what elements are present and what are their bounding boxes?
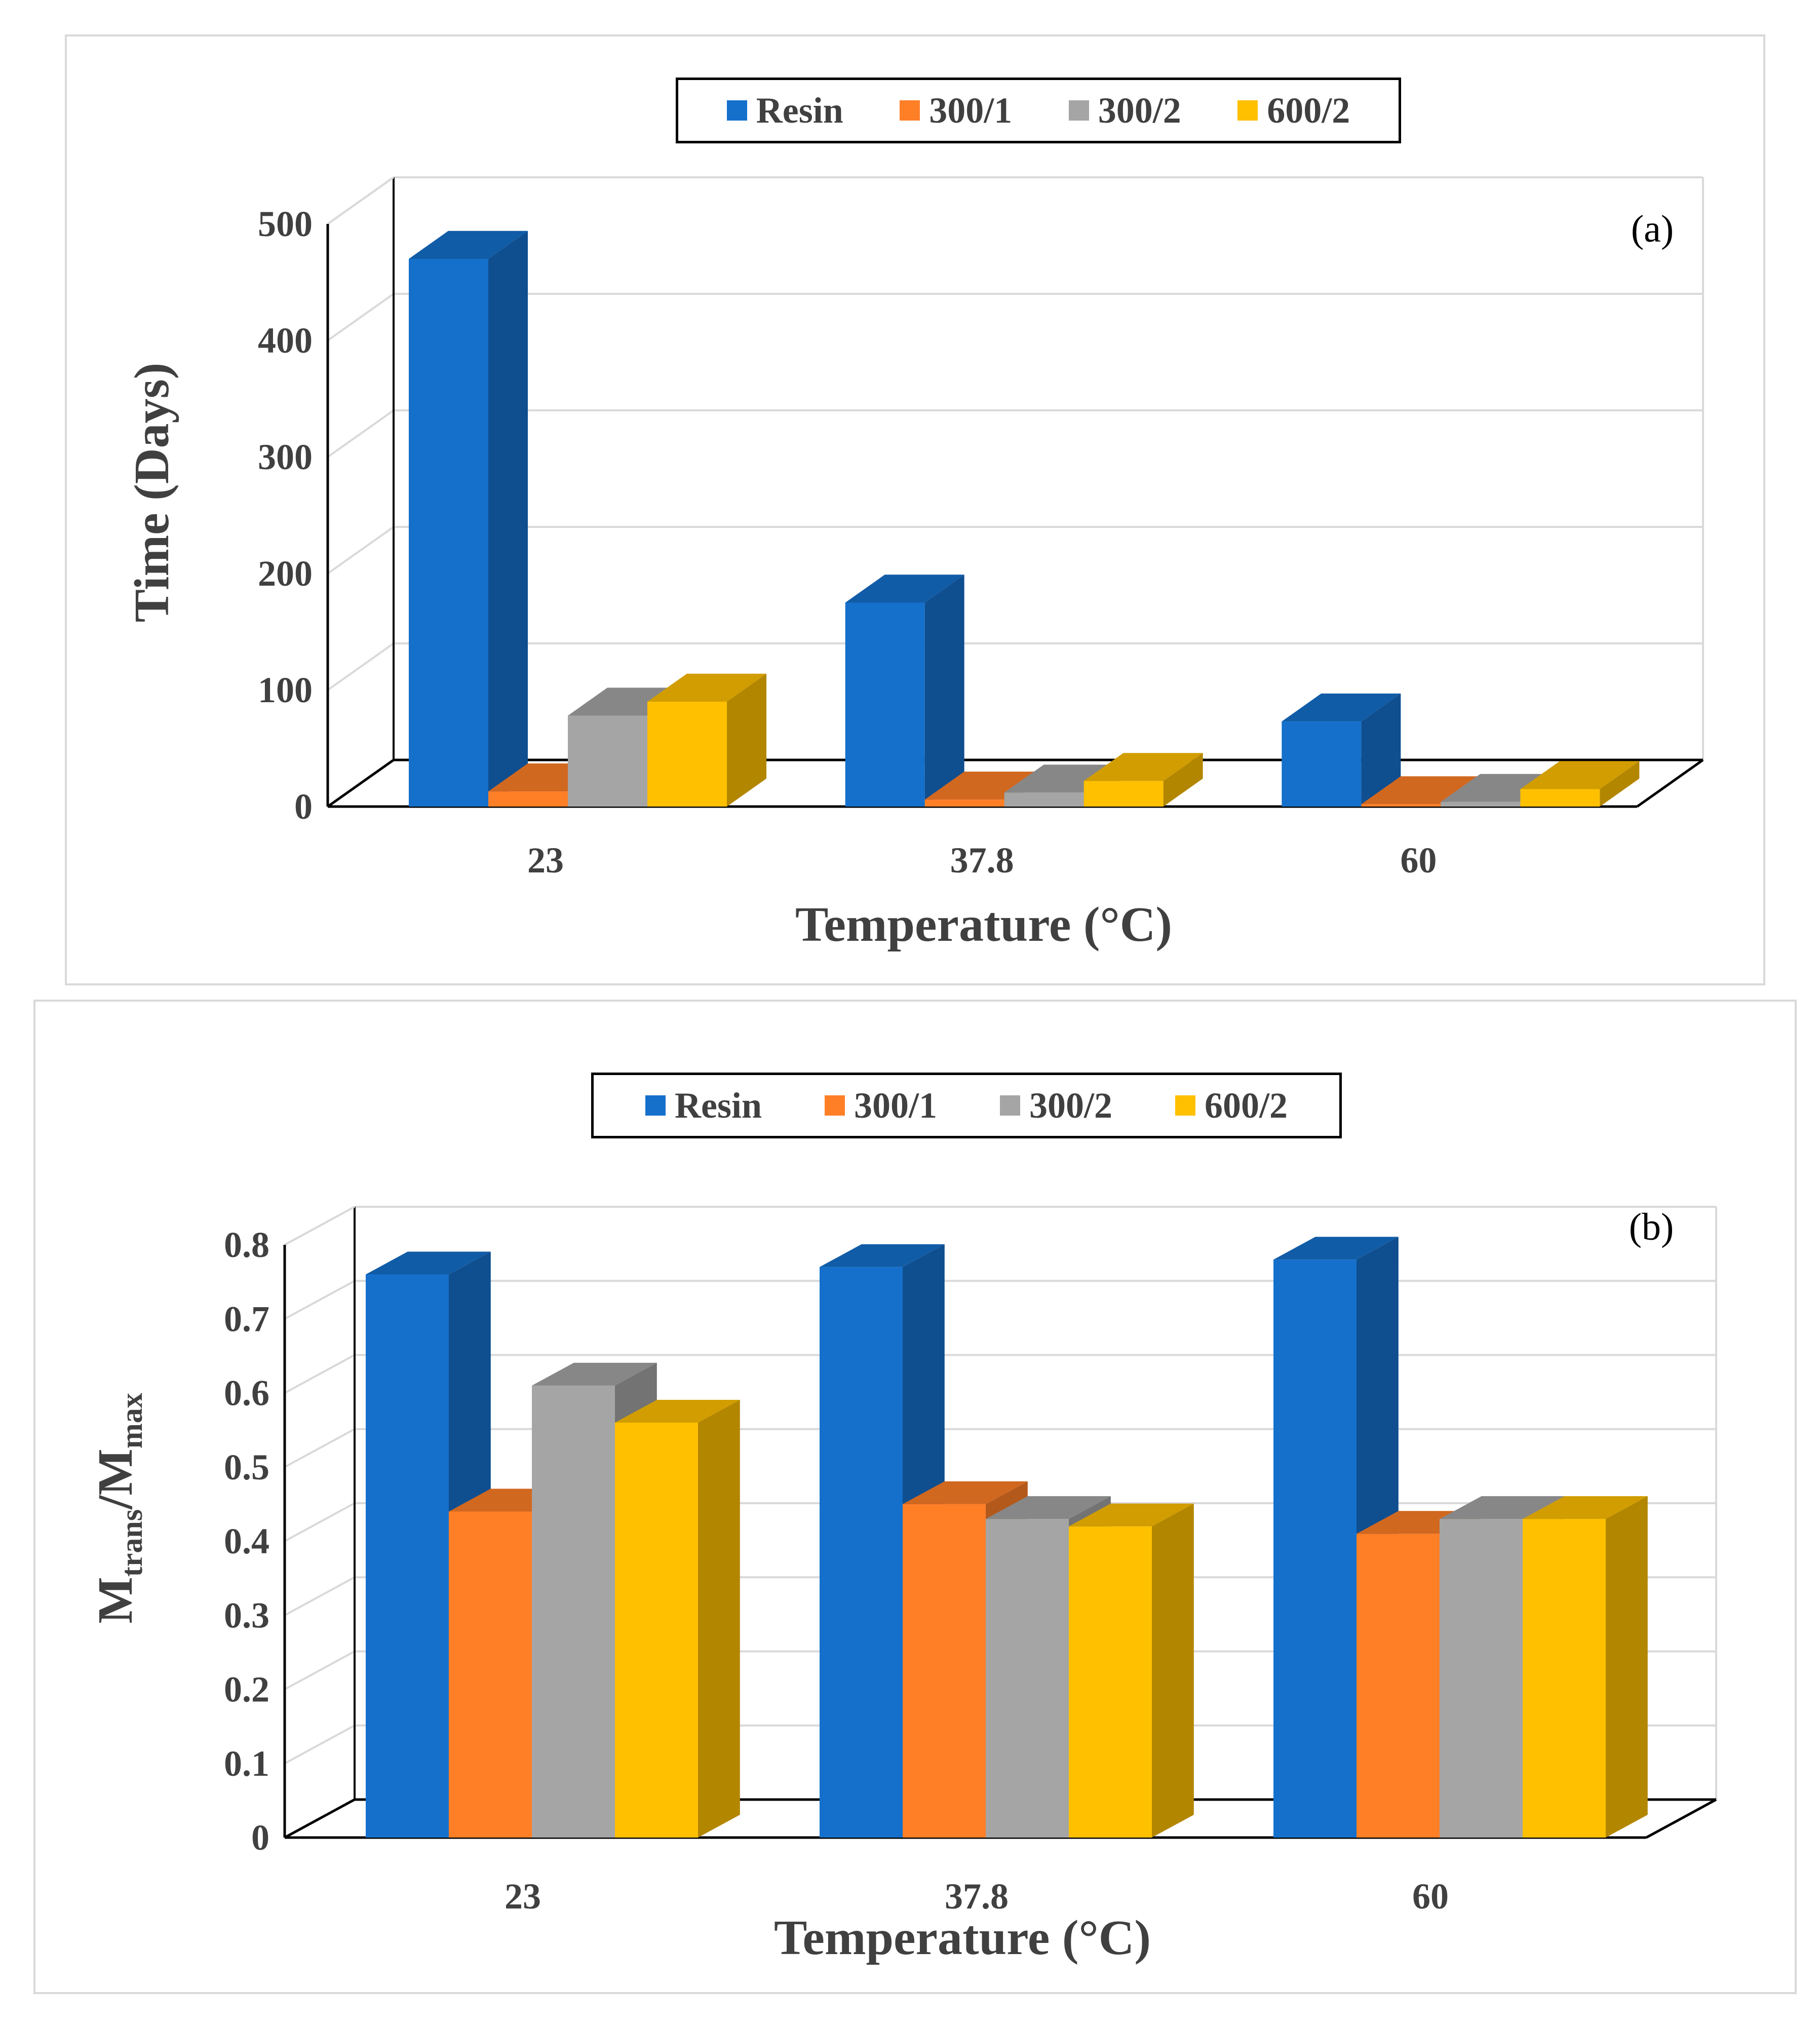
legend-item-300-1: 300/1: [824, 1085, 937, 1127]
y-tick-label: 100: [258, 670, 313, 710]
gridline-side: [327, 526, 395, 575]
bar-600-2-60: [1520, 761, 1640, 807]
y-tick-label: 500: [258, 204, 313, 244]
gridline-side: [284, 1724, 355, 1765]
legend-label: 600/2: [1204, 1085, 1288, 1126]
x-axis-title: Temperature (°C): [774, 1911, 1151, 1965]
x-tick-label: 23: [527, 840, 564, 881]
legend-b: Resin 300/1 300/2 600/2: [591, 1073, 1342, 1138]
y-tick-label: 0.1: [224, 1743, 269, 1784]
legend-item-300-2: 300/2: [999, 1085, 1112, 1127]
bar-600-2-60: [1523, 1496, 1648, 1838]
floor-right-edge: [1636, 758, 1704, 808]
gridline-side: [284, 1280, 355, 1320]
y-tick-label: 0.6: [224, 1373, 269, 1414]
gridline-side: [284, 1354, 355, 1394]
legend-label: 300/2: [1029, 1085, 1112, 1126]
gridline-side: [284, 1428, 355, 1468]
top-side-edge: [327, 176, 395, 225]
gridline-side: [284, 1502, 355, 1542]
y-tick-label: 0.4: [224, 1521, 269, 1561]
legend-item-600-2: 600/2: [1237, 90, 1350, 132]
x-tick-label: 37.8: [945, 1876, 1009, 1917]
legend-label: 600/2: [1267, 90, 1350, 131]
legend-swatch: [900, 100, 920, 121]
legend-item-resin: Resin: [726, 90, 843, 132]
legend-swatch: [645, 1095, 666, 1116]
y-axis-title: Mtrans/Mmax: [88, 1393, 148, 1624]
x-tick-label: 60: [1400, 840, 1437, 881]
panel-label: (b): [1629, 1206, 1674, 1248]
bar-resin-37.8: [845, 575, 964, 807]
bar-600-2-37.8: [1083, 753, 1203, 807]
legend-label: 300/1: [854, 1085, 937, 1126]
gridline-side: [327, 409, 395, 458]
legend-a: Resin 300/1 300/2 600/2: [676, 78, 1401, 143]
bar-600-2-23: [647, 673, 766, 807]
y-tick-label: 0.7: [224, 1299, 269, 1339]
chart-panel-a: 0 100 200 300 400 500 23 37.8 60 (a) Temperature (…: [65, 34, 1765, 985]
legend-swatch: [999, 1095, 1020, 1116]
legend-swatch: [1175, 1095, 1195, 1116]
legend-swatch: [1237, 100, 1258, 121]
floor-left-edge: [284, 1798, 356, 1839]
y-tick-label: 200: [258, 553, 313, 594]
legend-label: 300/1: [929, 90, 1013, 131]
legend-item-300-2: 300/2: [1068, 90, 1181, 132]
legend-label: Resin: [674, 1085, 762, 1126]
panel-label: (a): [1631, 208, 1674, 250]
floor-right-edge: [1645, 1798, 1717, 1839]
y-tick-label: 0: [251, 1817, 269, 1858]
y-tick-label: 300: [258, 437, 313, 477]
y-axis-title-part: M: [88, 1577, 143, 1624]
bar-600-2-37.8: [1069, 1503, 1194, 1838]
legend-label: Resin: [756, 90, 843, 131]
legend-swatch: [1068, 100, 1089, 121]
y-tick-label: 0: [294, 786, 313, 827]
floor-left-edge: [327, 758, 395, 808]
legend-item-resin: Resin: [645, 1085, 762, 1127]
legend-item-600-2: 600/2: [1175, 1085, 1288, 1127]
x-tick-label: 60: [1412, 1876, 1449, 1917]
y-tick-label: 400: [258, 320, 313, 361]
y-tick-label: 0.3: [224, 1595, 269, 1635]
gridline-side: [327, 293, 395, 341]
gridline-side: [284, 1576, 355, 1617]
y-axis-title-part: trans: [115, 1509, 148, 1577]
bar-600-2-23: [615, 1400, 740, 1838]
gridline-side: [327, 642, 395, 691]
legend-label: 300/2: [1098, 90, 1181, 131]
legend-swatch: [726, 100, 747, 121]
y-axis-title-part: max: [115, 1393, 148, 1448]
bar-resin-23: [409, 231, 528, 807]
x-axis-title: Temperature (°C): [795, 897, 1172, 952]
bar-resin-60: [1282, 693, 1401, 807]
gridline-side: [284, 1650, 355, 1691]
legend-item-300-1: 300/1: [900, 90, 1012, 132]
chart-b-canvas: 0 0.1 0.2 0.3 0.4 0.5 0.6 0.7 0.8 23 37.8 60 (b) Temp…: [88, 1206, 1717, 1965]
y-axis-title: Time (Days): [125, 363, 179, 623]
x-tick-label: 23: [505, 1876, 541, 1917]
y-tick-label: 0.2: [224, 1669, 269, 1710]
y-tick-label: 0.8: [224, 1225, 269, 1265]
top-side-edge: [284, 1206, 355, 1246]
x-tick-label: 37.8: [950, 840, 1014, 881]
legend-swatch: [824, 1095, 845, 1116]
y-axis-title-part: /M: [88, 1448, 143, 1510]
chart-a-canvas: 0 100 200 300 400 500 23 37.8 60 (a) Temperature (…: [125, 176, 1704, 952]
chart-panel-b: 0 0.1 0.2 0.3 0.4 0.5 0.6 0.7 0.8 23 37.8 60 (b) Temp…: [33, 1000, 1797, 1994]
y-tick-label: 0.5: [224, 1447, 269, 1487]
